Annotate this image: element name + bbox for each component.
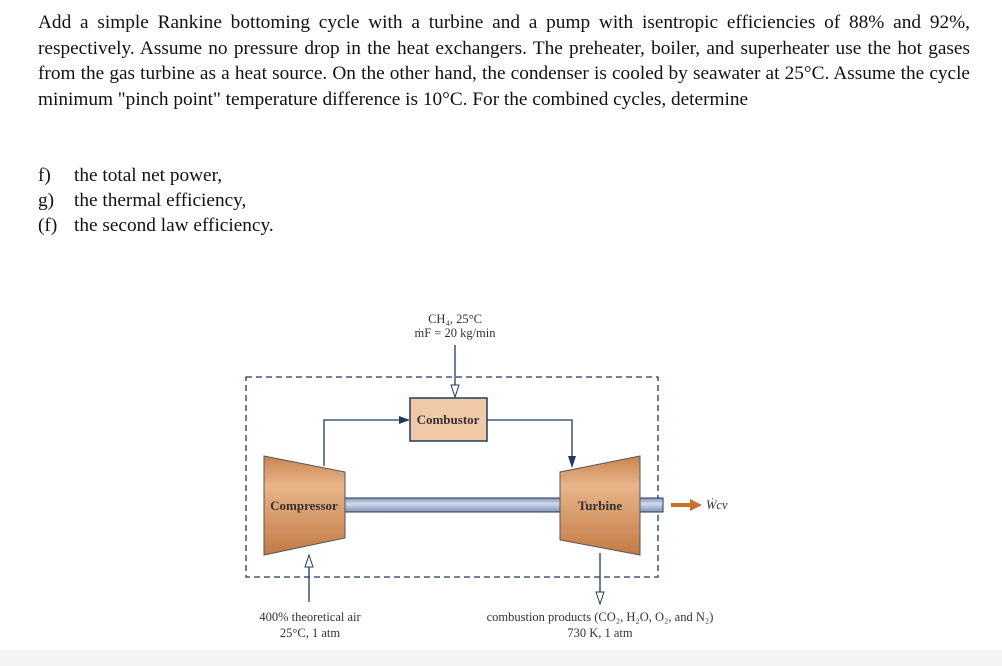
part-text: the second law efficiency. (74, 215, 274, 236)
air-label-1: 400% theoretical air (259, 610, 361, 624)
page-bottom-strip (0, 650, 1002, 666)
problem-statement: Add a simple Rankine bottoming cycle wit… (38, 10, 970, 112)
exhaust-label-1: combustion products (CO₂, H₂O, O₂, and N… (487, 610, 714, 624)
part-text: the thermal efficiency, (74, 190, 247, 211)
air-label-2: 25°C, 1 atm (280, 626, 340, 640)
part-label: (f) (38, 215, 58, 236)
turbine-label: Turbine (578, 498, 623, 513)
combustor-label: Combustor (417, 412, 480, 427)
turbine (559, 455, 641, 556)
hollow-arrow-icon (450, 384, 460, 399)
question-parts: f) the total net power, g) the thermal e… (38, 163, 274, 238)
part-label: f) (38, 165, 51, 186)
part-text: the total net power, (74, 165, 223, 186)
compressor-label: Compressor (270, 498, 338, 513)
combustor-to-turbine-line (487, 419, 573, 460)
problem-text: Add a simple Rankine bottoming cycle wit… (38, 12, 970, 110)
fuel-label-1: CH₄, 25°C (428, 312, 482, 326)
arrow-head-icon (568, 456, 576, 468)
exhaust-label-2: 730 K, 1 atm (567, 626, 633, 640)
compressor-to-combustor-line (323, 419, 402, 466)
part-item: g) the thermal efficiency, (38, 188, 274, 213)
control-volume-boundary (245, 376, 659, 578)
arrow-head-icon (399, 416, 410, 424)
work-arrow-head-icon (690, 499, 702, 511)
part-item: f) the total net power, (38, 163, 274, 188)
part-item: (f) the second law efficiency. (38, 213, 274, 238)
fuel-label-2: ṁF = 20 kg/min (414, 326, 496, 340)
hollow-arrow-icon (595, 591, 605, 606)
part-label: g) (38, 190, 55, 211)
hollow-arrow-icon (304, 553, 314, 568)
work-label: Ẇcv (706, 497, 728, 512)
combustor (409, 397, 488, 442)
compressor (263, 455, 346, 556)
